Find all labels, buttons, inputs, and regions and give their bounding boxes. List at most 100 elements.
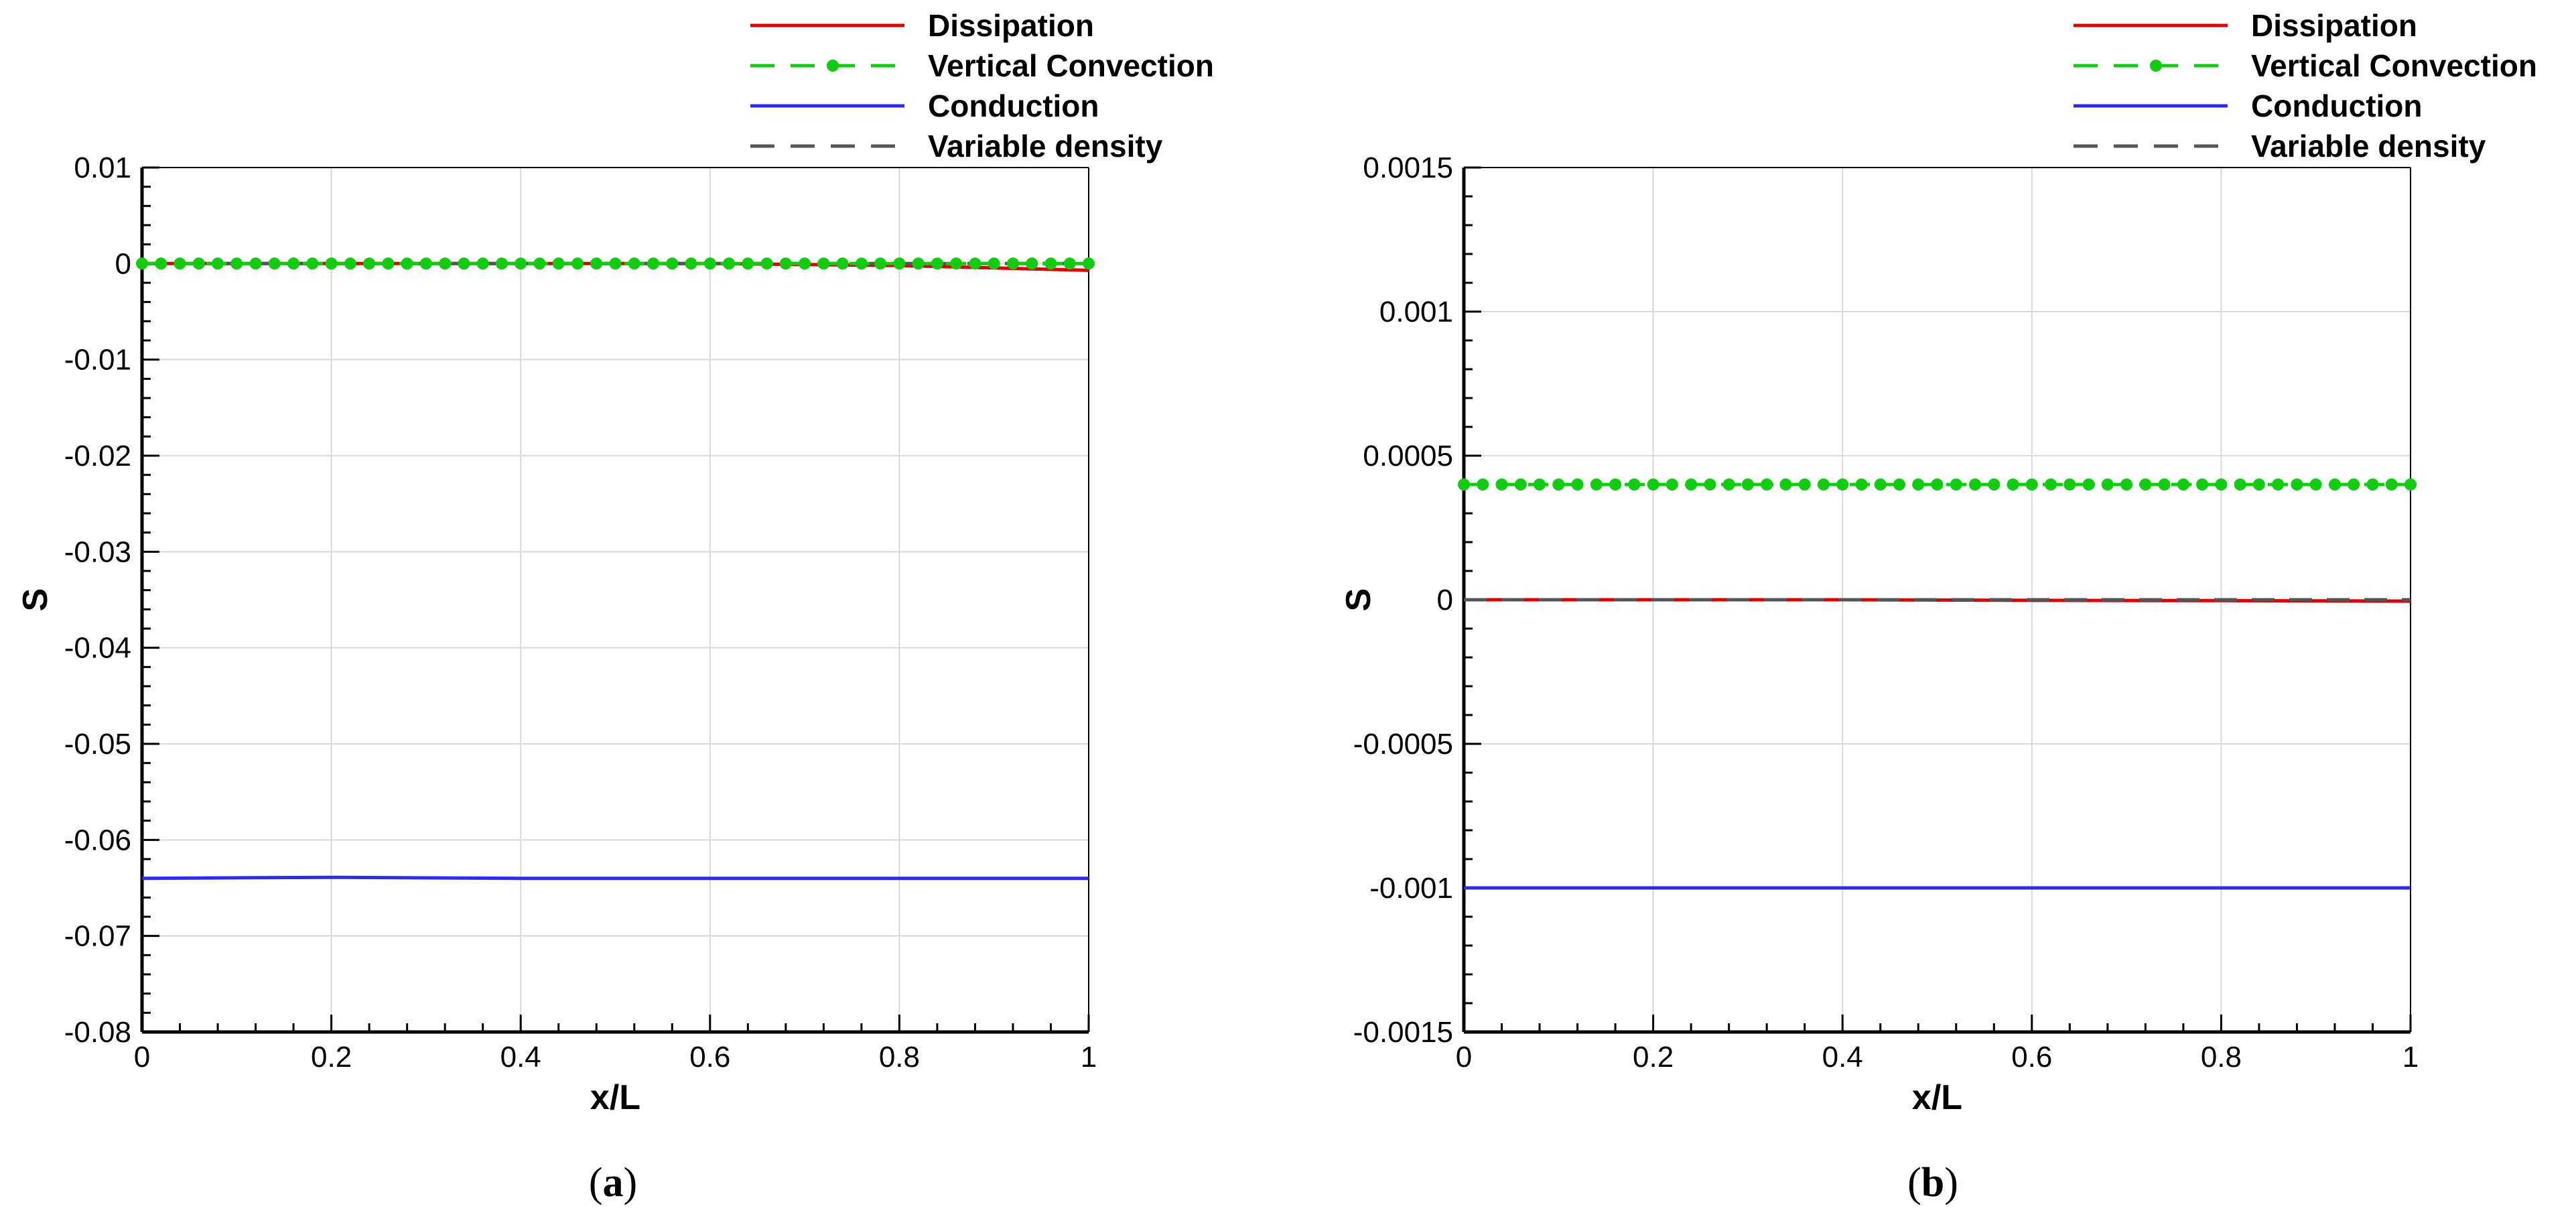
panel-a-x-axis-label: x/L (590, 1078, 640, 1117)
chart-panel-a: 0 0.2 0.4 0.6 0.8 1 0.01 0 -0.01 -0.02 -0.03 -0.04 -… (16, 8, 1214, 1117)
panel-a-marker (799, 257, 811, 270)
panel-b-marker (1609, 478, 1622, 491)
panel-b-marker (1495, 478, 1508, 491)
panel-b-y-tick-label: 0.001 (1379, 296, 1453, 328)
panel-a-marker (306, 257, 319, 270)
panel-a-marker (515, 257, 527, 270)
panel-a-marker (401, 257, 413, 270)
panel-b-marker (1798, 478, 1811, 491)
panel-a-x-tick-label: 0.8 (879, 1041, 920, 1074)
panel-b-y-tick-label: -0.0015 (1353, 1016, 1453, 1049)
panel-a-marker (363, 257, 376, 270)
panel-a-marker (590, 257, 603, 270)
panel-b-marker (2196, 478, 2209, 491)
panel-b-legend: Dissipation Vertical Convection Conduction… (2074, 8, 2537, 164)
panel-b-marker (2385, 478, 2398, 491)
panel-b-marker (2063, 478, 2076, 491)
panel-a-x-tick-label: 1 (1081, 1041, 1097, 1074)
panel-b-marker (1666, 478, 1678, 491)
panel-a-y-tick-label: -0.02 (64, 440, 131, 472)
panel-a-marker (1063, 257, 1076, 270)
panel-a-y-tick-label: -0.05 (64, 728, 131, 761)
panel-b-marker (2348, 478, 2360, 491)
panel-a-marker (382, 257, 395, 270)
panel-a-marker (703, 257, 716, 270)
panel-a-x-tick-label: 0 (134, 1041, 150, 1074)
panel-b-marker (2234, 478, 2246, 491)
panel-a-series-vertical-convection-markers (136, 257, 1095, 270)
panel-a-marker (1083, 257, 1095, 270)
panel-b-x-tick-label: 1 (2402, 1041, 2419, 1074)
panel-b-marker (1628, 478, 1641, 491)
panel-b-marker (1704, 478, 1716, 491)
panel-caption-a: (a) (588, 1160, 638, 1206)
panel-b-y-tick-label: 0 (1437, 584, 1453, 617)
panel-b-marker (2366, 478, 2379, 491)
panel-a-y-tick-label: 0 (115, 247, 131, 280)
panel-a-legend: Dissipation Vertical Convection Conduction… (750, 8, 1214, 164)
panel-b-marker (2158, 478, 2171, 491)
panel-a-marker (836, 257, 849, 270)
panel-b-marker (2404, 478, 2417, 491)
panel-a-ticks (141, 166, 1090, 1033)
panel-a-x-tick-label: 0.6 (689, 1041, 730, 1074)
panel-a-legend-label-vertical-convection: Vertical Convection (928, 48, 1214, 83)
panel-b-marker (1647, 478, 1659, 491)
panel-caption-b: (b) (1907, 1160, 1958, 1206)
panel-a-marker (212, 257, 224, 270)
panel-b-marker (1988, 478, 2001, 491)
panel-b-y-tick-label: 0.0015 (1363, 151, 1453, 184)
panel-b-y-axis-label: S (1339, 588, 1378, 612)
panel-a-marker (969, 257, 981, 270)
panel-b-x-tick-label: 0.4 (1822, 1041, 1863, 1074)
panel-a-legend-label-conduction: Conduction (928, 88, 1099, 123)
panel-a-marker (742, 257, 754, 270)
panel-a-marker (666, 257, 679, 270)
panel-a-marker (458, 257, 470, 270)
panel-b-marker (2025, 478, 2038, 491)
panel-a-marker (760, 257, 773, 270)
panel-a-marker (1044, 257, 1057, 270)
panel-a-legend-label-dissipation: Dissipation (928, 8, 1094, 43)
panel-a-marker (912, 257, 925, 270)
panel-a-marker (723, 257, 736, 270)
panel-b-marker (1931, 478, 1944, 491)
panel-a-marker (647, 257, 659, 270)
panel-b-legend-marker-vertical-convection (2150, 60, 2162, 72)
panel-a-marker (893, 257, 906, 270)
panel-a-marker (136, 257, 148, 270)
panel-a-marker (419, 257, 432, 270)
panel-b-marker (2215, 478, 2228, 491)
panel-b-marker (1458, 478, 1470, 491)
panel-b-marker (1685, 478, 1698, 491)
panel-b-marker (1855, 478, 1868, 491)
panel-a-y-tick-label: -0.03 (64, 535, 131, 568)
panel-a-marker (344, 257, 356, 270)
panel-a-marker (325, 257, 338, 270)
panel-a-marker (174, 257, 186, 270)
panel-b-marker (1534, 478, 1546, 491)
panel-a-y-axis-label: S (16, 588, 55, 612)
panel-a-marker (874, 257, 887, 270)
panel-b-marker (1836, 478, 1849, 491)
panel-a-marker (268, 257, 281, 270)
panel-a-marker (476, 257, 489, 270)
panel-b-y-tick-label: -0.001 (1369, 872, 1453, 905)
panel-b-marker (2045, 478, 2057, 491)
panel-a-marker (779, 257, 792, 270)
panel-a-marker (950, 257, 963, 270)
panel-a-marker (552, 257, 565, 270)
panel-a-marker (1026, 257, 1038, 270)
panel-b-y-tick-label: 0.0005 (1363, 440, 1453, 472)
panel-b-marker (2007, 478, 2019, 491)
panel-b-marker (2101, 478, 2114, 491)
panel-b-marker (2139, 478, 2152, 491)
panel-a-marker (287, 257, 300, 270)
panel-a-marker (931, 257, 943, 270)
panel-b-marker (1552, 478, 1565, 491)
panel-b-marker (2120, 478, 2133, 491)
panel-b-legend-label-vertical-convection: Vertical Convection (2251, 48, 2537, 83)
panel-b-marker (1950, 478, 1962, 491)
panel-b-marker (1741, 478, 1754, 491)
